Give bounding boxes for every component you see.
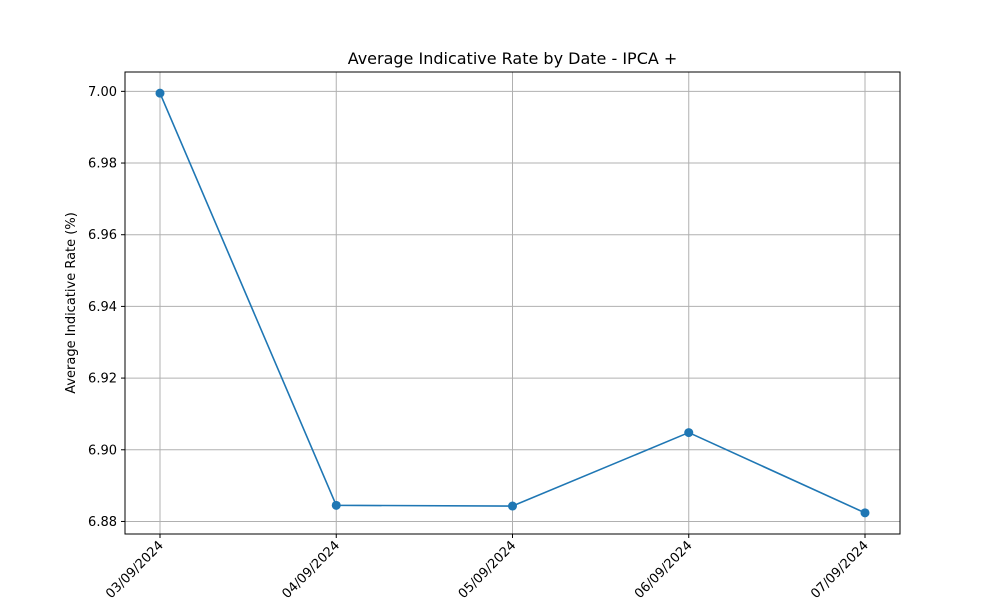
y-axis-label: Average Indicative Rate (%) [64, 212, 79, 394]
data-point-marker [860, 508, 870, 518]
y-tick-label: 6.90 [88, 443, 117, 458]
data-point-marker [155, 88, 165, 98]
x-tick-label: 03/09/2024 [103, 538, 167, 600]
y-tick-label: 6.98 [88, 157, 117, 172]
y-tick-label: 6.88 [88, 515, 117, 530]
data-point-marker [331, 500, 341, 510]
chart-title: Average Indicative Rate by Date - IPCA + [348, 49, 678, 68]
x-tick-label: 05/09/2024 [456, 538, 520, 600]
y-tick-label: 7.00 [88, 85, 117, 100]
tick-layer: 6.88 6.90 6.92 6.94 6.96 6.98 7.00 03/09/2024 04… [88, 85, 872, 600]
y-tick-label: 6.94 [88, 300, 117, 315]
y-tick-label: 6.92 [88, 372, 117, 387]
data-point-marker [508, 501, 517, 511]
grid-layer [125, 72, 900, 534]
x-tick-label: 04/09/2024 [279, 538, 343, 600]
x-tick-label: 06/09/2024 [632, 538, 696, 600]
series-layer [155, 88, 870, 518]
data-point-marker [684, 428, 694, 438]
x-tick-label: 07/09/2024 [808, 538, 872, 600]
y-tick-label: 6.96 [88, 228, 117, 243]
